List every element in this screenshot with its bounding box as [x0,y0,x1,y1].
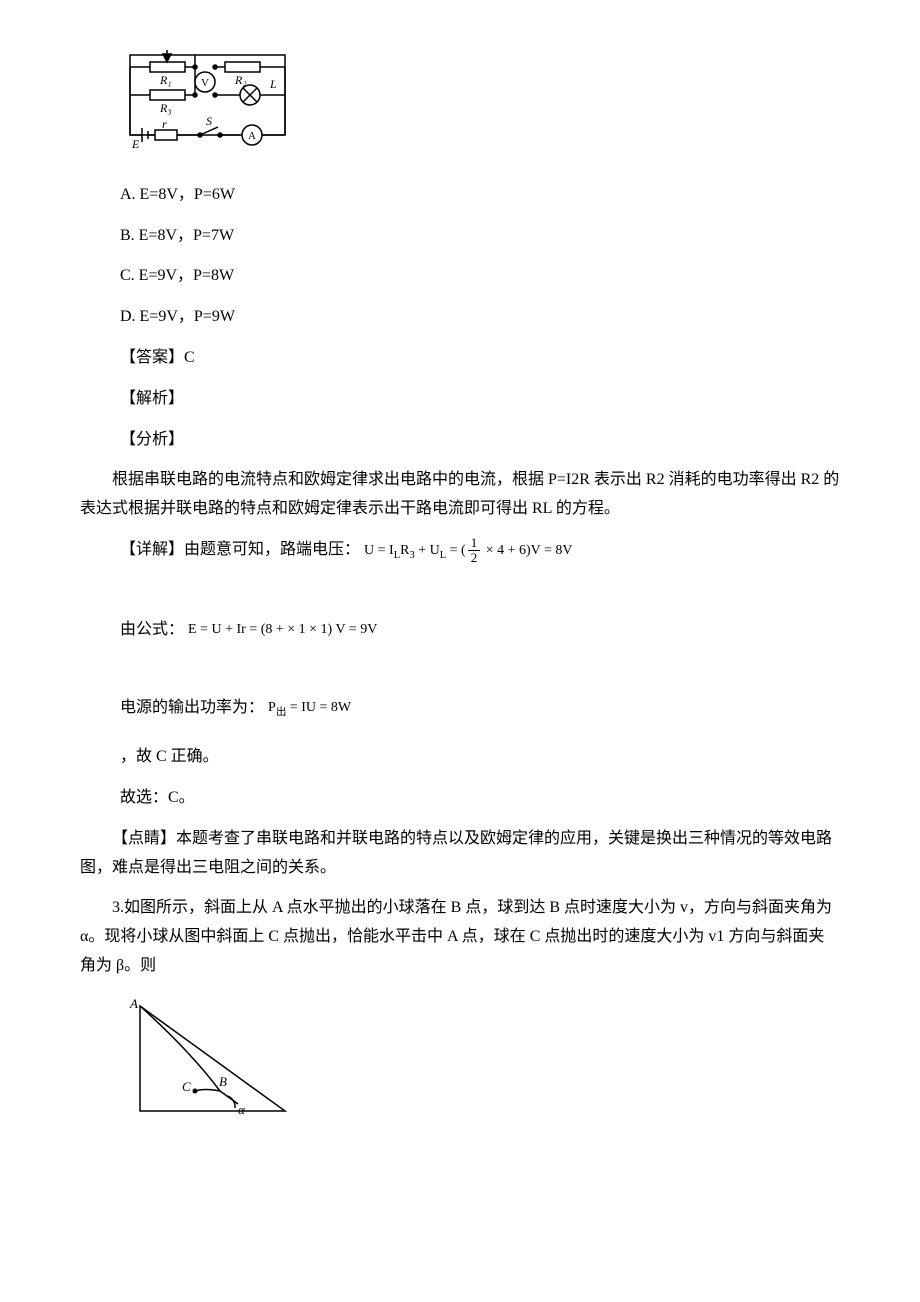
label-l: L [269,77,277,91]
label-r1: R₁ [159,73,172,87]
detail-formula-1: 【详解】由题意可知，路端电压： U = ILR3 + UL = (12 × 4 … [120,536,840,566]
f1-eq: = ( [446,543,466,558]
formula2-text: E = U + Ir = (8 + × 1 × 1) V = 9V [188,617,377,642]
option-d: D. E=9V，P=9W [120,303,840,332]
svg-text:A: A [248,130,256,142]
answer-label: 【答案】C [120,344,840,373]
option-a: A. E=8V，P=6W [120,181,840,210]
formula2-prefix: 由公式： [120,616,184,645]
tri-label-c: C [182,1079,191,1094]
detail-formula-2: 由公式： E = U + Ir = (8 + × 1 × 1) V = 9V [120,616,840,645]
label-s: S [206,114,212,128]
conclusion-1: ，故 C 正确。 [120,743,840,772]
analysis-label: 【解析】 [120,385,840,414]
circuit-diagram: V [120,40,840,161]
f3-lhs: P [268,700,276,715]
label-r3: R₃ [159,101,172,115]
detail-prefix: 【详解】由题意可知，路端电压： [120,536,360,565]
fenxi-text: 根据串联电路的电流特点和欧姆定律求出电路中的电流，根据 P=I2R 表示出 R2… [80,466,840,524]
tri-label-a: A [129,996,138,1011]
dianjing-text: 本题考查了串联电路和并联电路的特点以及欧姆定律的应用，关键是换出三种情况的等效电… [80,830,832,876]
detail-formula-3: 电源的输出功率为： P出 = IU = 8W [120,694,840,723]
label-r2: R₂ [234,73,247,87]
f3-sub: 出 [276,707,287,718]
svg-text:V: V [201,77,209,89]
f1-mid2: + U [415,543,440,558]
fenxi-label: 【分析】 [120,426,840,455]
formula3-prefix: 电源的输出功率为： [120,694,264,723]
tri-label-alpha: α [238,1102,246,1117]
f1-den: 2 [468,551,481,565]
f1-num: 1 [468,536,481,551]
dianjing-label: 【点睛】 [112,830,176,847]
f1-after: × 4 + 6)V = 8V [482,543,572,558]
conclusion-2: 故选：C。 [120,784,840,813]
triangle-diagram: A C B α [120,996,840,1137]
label-r: r [162,117,167,131]
option-b: B. E=8V，P=7W [120,222,840,251]
label-e: E [131,137,140,150]
dianjing-paragraph: 【点睛】本题考查了串联电路和并联电路的特点以及欧姆定律的应用，关键是换出三种情况… [80,825,840,883]
option-c: C. E=9V，P=8W [120,262,840,291]
f3-rhs: = IU = 8W [286,700,351,715]
question-3-text: 3.如图所示，斜面上从 A 点水平抛出的小球落在 B 点，球到达 B 点时速度大… [80,894,840,980]
f1-before: U = I [364,543,394,558]
tri-label-b: B [219,1074,227,1089]
